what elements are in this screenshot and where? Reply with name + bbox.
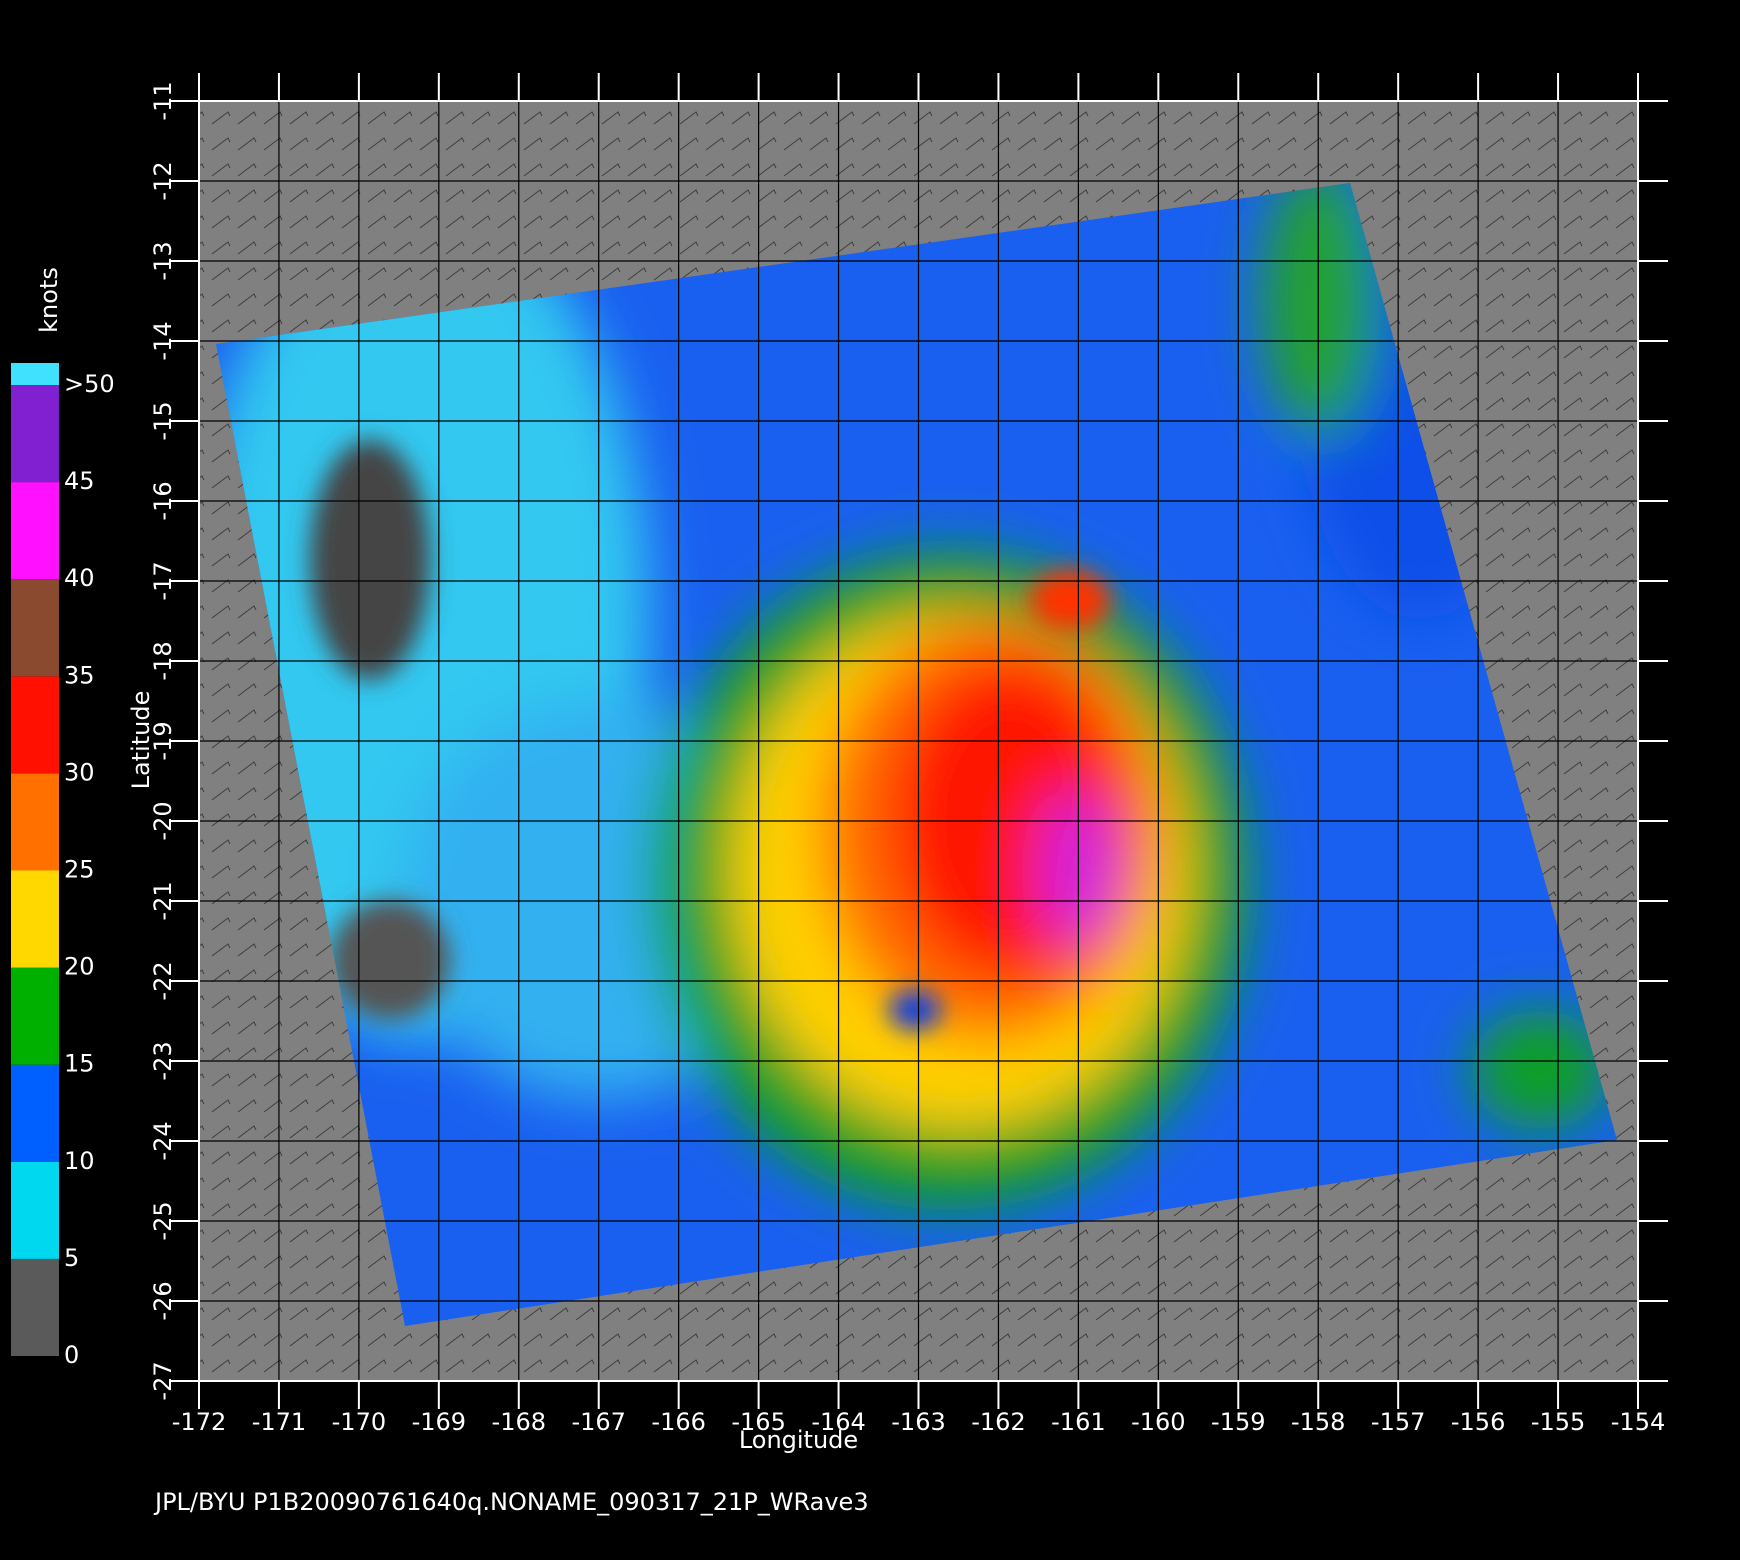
y-tick-label: -23 [149,1041,177,1080]
y-tick-label: -19 [149,721,177,760]
y-tick-label: -22 [149,961,177,1000]
x-tick-label: -165 [731,1408,785,1436]
x-tick-label: -171 [252,1408,306,1436]
colorbar-tick-label: 5 [64,1244,79,1272]
x-tick-label: -159 [1211,1408,1265,1436]
colorbar-tick-label: 30 [64,758,95,786]
colorbar-tick-label: >50 [64,370,115,398]
y-tick-label: -16 [149,481,177,520]
x-tick-label: -155 [1531,1408,1585,1436]
colorbar-tick-label: 45 [64,467,95,495]
colorbar-bin [11,967,59,1065]
x-tick-label: -157 [1371,1408,1425,1436]
y-tick-label: -18 [149,641,177,680]
y-tick-label: -11 [149,81,177,120]
x-tick-label: -162 [971,1408,1025,1436]
x-tick-label: -168 [492,1408,546,1436]
colorbar-bin [11,1161,59,1259]
colorbar-tick-label: 20 [64,953,95,981]
y-tick-label: -14 [149,321,177,360]
colorbar-tick-label: 10 [64,1147,95,1175]
y-tick-label: -25 [149,1201,177,1240]
y-tick-label: -27 [149,1361,177,1400]
colorbar-cap [11,363,59,385]
colorbar-bin [11,482,59,580]
x-tick-label: -154 [1611,1408,1665,1436]
x-tick-label: -167 [571,1408,625,1436]
colorbar-bin [11,773,59,871]
y-tick-label: -21 [149,881,177,920]
y-axis-label: Latitude [127,691,155,790]
colorbar-bin [11,1064,59,1162]
x-tick-label: -158 [1291,1408,1345,1436]
y-tick-label: -20 [149,801,177,840]
colorbar-bin [11,385,59,483]
colorbar-bin [11,676,59,774]
y-tick-label: -12 [149,161,177,200]
x-tick-label: -164 [811,1408,865,1436]
colorbar-tick-label: 40 [64,564,95,592]
y-tick-label: -24 [149,1121,177,1160]
x-tick-label: -160 [1131,1408,1185,1436]
colorbar-bin [11,579,59,677]
x-tick-label: -166 [651,1408,705,1436]
colorbar-tick-label: 15 [64,1050,95,1078]
x-axis-label: Longitude [739,1426,858,1454]
y-tick-label: -26 [149,1281,177,1320]
colorbar-bin [11,870,59,968]
colorbar-tick-label: 25 [64,856,95,884]
x-tick-label: -170 [332,1408,386,1436]
x-tick-label: -156 [1451,1408,1505,1436]
title: JPL/BYU P1B20090761640q.NONAME_090317_21… [153,1488,869,1516]
y-tick-label: -15 [149,401,177,440]
axes: -172 -171 -170 -169 -168 -167 -166 -165 -164 -163… [11,73,1668,1454]
colorbar-label: knots [35,267,63,333]
x-tick-label: -163 [891,1408,945,1436]
y-tick-label: -17 [149,561,177,600]
colorbar-tick-label: 0 [64,1341,79,1369]
x-tick-label: -161 [1051,1408,1105,1436]
colorbar-bin [11,1258,59,1356]
y-tick-label: -13 [149,241,177,280]
x-tick-label: -169 [412,1408,466,1436]
colorbar-tick-label: 35 [64,661,95,689]
x-tick-label: -172 [172,1408,226,1436]
